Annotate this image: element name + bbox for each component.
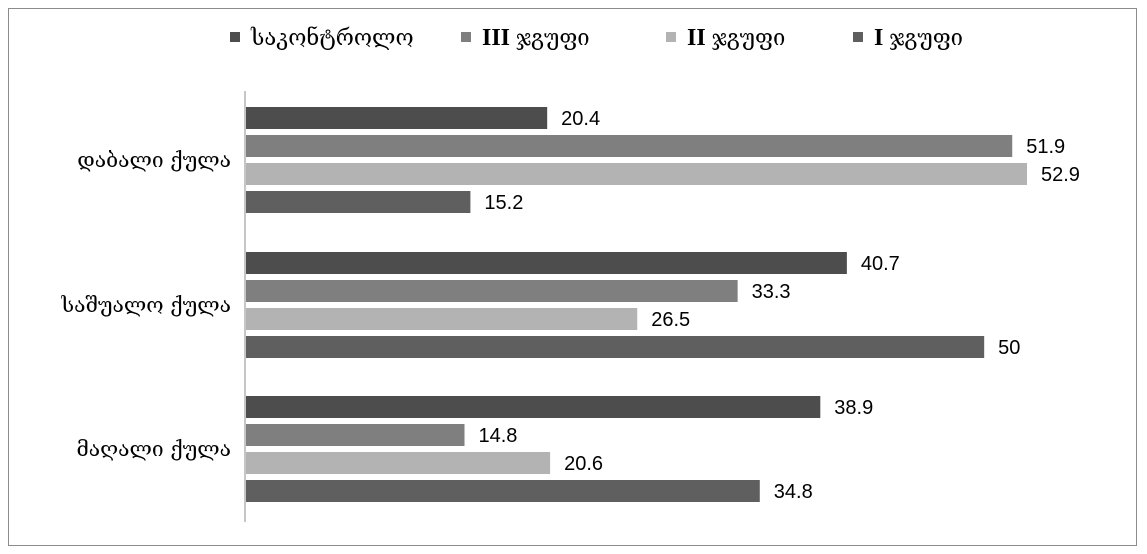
bar <box>246 424 465 446</box>
chart-area: საკონტროლო III ჯგუფი II ჯგუფი I ჯგუფი დაბალ… <box>8 8 1137 546</box>
category-label: მაღალი ქულა <box>76 437 231 461</box>
legend-swatch <box>230 32 240 42</box>
data-label: 50 <box>998 337 1020 359</box>
data-label: 51.9 <box>1026 136 1065 158</box>
bar <box>246 336 985 358</box>
category-label: საშუალო ქულა <box>60 293 231 317</box>
data-label: 20.6 <box>564 453 603 475</box>
data-label: 40.7 <box>861 253 900 275</box>
bar <box>246 191 471 213</box>
data-label: 34.8 <box>774 481 813 503</box>
category-labels: დაბალი ქულა საშუალო ქულა მაღალი ქულა <box>60 148 231 461</box>
bar-chart: საკონტროლო III ჯგუფი II ჯგუფი I ჯგუფი დაბალ… <box>60 25 1080 522</box>
data-label: 38.9 <box>834 397 873 419</box>
data-label: 20.4 <box>561 108 600 130</box>
data-label: 33.3 <box>752 281 791 303</box>
bar <box>246 308 638 330</box>
legend-entry: I ჯგუფი <box>874 25 963 51</box>
data-label: 14.8 <box>479 425 518 447</box>
data-label: 52.9 <box>1041 164 1080 186</box>
legend-swatch <box>666 32 676 42</box>
legend-entry: II ჯგუფი <box>687 25 785 51</box>
legend-entry: III ჯგუფი <box>482 25 590 51</box>
bar <box>246 163 1027 185</box>
data-labels: 20.4 51.9 52.9 15.2 40.7 33.3 26.5 50 38.9 14.8 20… <box>479 108 1080 503</box>
bar <box>246 252 847 274</box>
bars <box>246 107 1027 502</box>
bar <box>246 396 821 418</box>
legend-entry: საკონტროლო <box>250 25 414 51</box>
bar <box>246 452 551 474</box>
category-label: დაბალი ქულა <box>77 148 231 172</box>
legend: საკონტროლო III ჯგუფი II ჯგუფი I ჯგუფი <box>230 25 963 51</box>
data-label: 15.2 <box>484 192 523 214</box>
bar <box>246 107 548 129</box>
data-label: 26.5 <box>651 309 690 331</box>
bar <box>246 480 760 502</box>
legend-swatch <box>461 32 471 42</box>
legend-swatch <box>853 32 863 42</box>
bar <box>246 135 1013 157</box>
bar <box>246 280 738 302</box>
